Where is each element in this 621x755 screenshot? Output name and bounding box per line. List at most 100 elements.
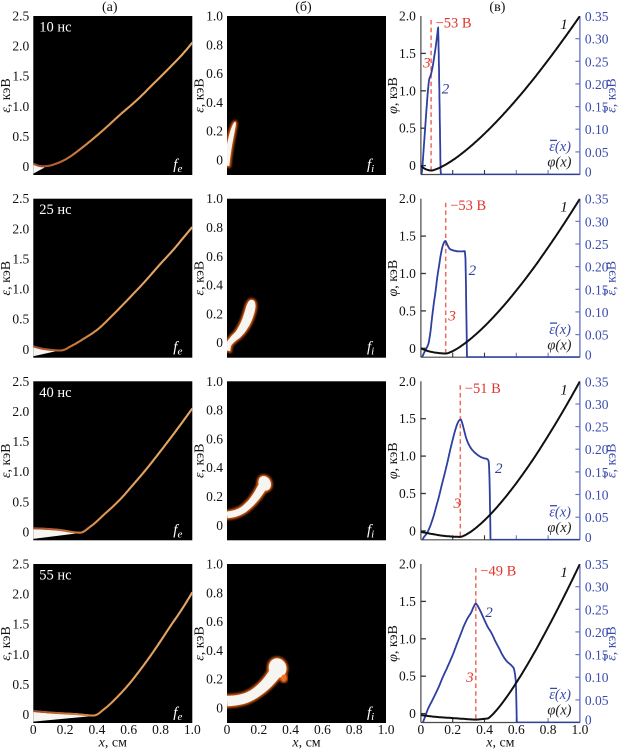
svg-text:0.35: 0.35: [585, 192, 609, 207]
svg-text:ε(x): ε(x): [549, 322, 571, 338]
svg-text:0.4: 0.4: [476, 722, 493, 737]
svg-text:1.0: 1.0: [206, 557, 223, 572]
svg-text:2.0: 2.0: [399, 191, 416, 206]
svg-text:3: 3: [447, 308, 456, 324]
svg-text:0.2: 0.2: [206, 306, 223, 321]
svg-text:1: 1: [560, 200, 568, 216]
svg-text:0.15: 0.15: [585, 648, 609, 663]
svg-text:0.05: 0.05: [585, 693, 609, 708]
svg-text:0.25: 0.25: [585, 54, 609, 69]
svg-text:0.8: 0.8: [206, 220, 223, 235]
svg-text:fi: fi: [367, 522, 374, 540]
svg-text:(в): (в): [489, 0, 505, 15]
svg-text:2.0: 2.0: [12, 404, 29, 419]
svg-text:fe: fe: [173, 522, 182, 540]
svg-text:0: 0: [585, 347, 592, 362]
svg-text:1: 1: [560, 382, 568, 398]
svg-text:φ(x): φ(x): [547, 155, 571, 171]
svg-text:ε, кэВ: ε, кэВ: [0, 626, 14, 661]
svg-text:1.0: 1.0: [206, 9, 223, 24]
svg-text:0.8: 0.8: [346, 722, 363, 737]
svg-text:fi: fi: [367, 157, 374, 175]
svg-text:0.10: 0.10: [585, 488, 609, 503]
svg-text:0.10: 0.10: [585, 305, 609, 320]
svg-text:0.35: 0.35: [585, 557, 609, 572]
svg-text:ε, кэВ: ε, кэВ: [193, 626, 208, 661]
svg-text:2.0: 2.0: [399, 374, 416, 389]
svg-text:0.05: 0.05: [585, 510, 609, 525]
svg-text:0.5: 0.5: [12, 677, 29, 692]
svg-text:0: 0: [585, 165, 592, 180]
svg-text:1.5: 1.5: [399, 229, 416, 244]
svg-text:0.6: 0.6: [206, 249, 223, 264]
svg-text:3: 3: [452, 496, 461, 512]
svg-text:0.20: 0.20: [585, 442, 609, 457]
svg-text:2.5: 2.5: [12, 191, 29, 206]
svg-text:0: 0: [216, 518, 223, 533]
svg-text:fe: fe: [173, 157, 182, 175]
svg-text:2.5: 2.5: [12, 9, 29, 24]
svg-text:1: 1: [560, 17, 568, 33]
svg-text:0.2: 0.2: [57, 722, 74, 737]
svg-text:0: 0: [23, 707, 30, 722]
svg-text:55 нс: 55 нс: [39, 568, 71, 584]
svg-text:0.4: 0.4: [206, 460, 223, 475]
svg-text:ε(x): ε(x): [549, 687, 571, 703]
svg-text:1.0: 1.0: [12, 464, 29, 479]
svg-text:2.5: 2.5: [12, 374, 29, 389]
svg-text:−49 В: −49 В: [480, 564, 516, 580]
svg-text:25 нс: 25 нс: [39, 202, 71, 218]
svg-text:φ, кэВ: φ, кэВ: [386, 260, 401, 297]
svg-text:0: 0: [30, 722, 37, 737]
svg-text:0: 0: [23, 524, 30, 539]
svg-text:0.10: 0.10: [585, 122, 609, 137]
svg-text:φ(x): φ(x): [547, 703, 571, 719]
svg-text:1: 1: [560, 565, 568, 581]
svg-text:2.5: 2.5: [12, 557, 29, 572]
svg-text:x, см: x, см: [485, 736, 514, 751]
svg-text:−51 В: −51 В: [465, 381, 501, 397]
svg-text:0.5: 0.5: [12, 312, 29, 327]
svg-text:0.20: 0.20: [585, 260, 609, 275]
svg-text:ε, кэВ: ε, кэВ: [0, 444, 14, 479]
svg-text:x, см: x, см: [291, 736, 320, 751]
svg-text:ε, кэВ: ε, кэВ: [605, 78, 620, 113]
svg-text:0.2: 0.2: [206, 489, 223, 504]
svg-text:0.4: 0.4: [206, 95, 223, 110]
svg-text:0.6: 0.6: [206, 66, 223, 81]
svg-text:0.5: 0.5: [12, 129, 29, 144]
svg-text:0.5: 0.5: [399, 486, 416, 501]
svg-text:0.25: 0.25: [585, 420, 609, 435]
svg-text:(б): (б): [295, 0, 312, 15]
svg-text:ε, кэВ: ε, кэВ: [193, 261, 208, 296]
svg-text:1.5: 1.5: [12, 251, 29, 266]
svg-text:ε, кэВ: ε, кэВ: [0, 261, 14, 296]
svg-text:1.5: 1.5: [399, 594, 416, 609]
svg-text:0.15: 0.15: [585, 100, 609, 115]
svg-text:fi: fi: [367, 340, 374, 358]
svg-text:0.5: 0.5: [12, 494, 29, 509]
svg-text:φ, кэВ: φ, кэВ: [386, 77, 401, 114]
svg-text:0: 0: [216, 153, 223, 168]
svg-text:φ, кэВ: φ, кэВ: [386, 442, 401, 479]
svg-text:0.8: 0.8: [206, 403, 223, 418]
svg-text:0.6: 0.6: [120, 722, 137, 737]
svg-text:0.6: 0.6: [206, 614, 223, 629]
svg-text:ε, кэВ: ε, кэВ: [605, 444, 620, 479]
svg-text:0.5: 0.5: [399, 303, 416, 318]
svg-text:2: 2: [442, 82, 450, 98]
svg-text:1.5: 1.5: [12, 434, 29, 449]
svg-text:1.0: 1.0: [12, 99, 29, 114]
svg-text:1.5: 1.5: [12, 617, 29, 632]
svg-text:0.30: 0.30: [585, 214, 609, 229]
svg-text:0.8: 0.8: [206, 37, 223, 52]
svg-text:0.2: 0.2: [206, 124, 223, 139]
svg-text:0.30: 0.30: [585, 580, 609, 595]
svg-text:2.0: 2.0: [399, 9, 416, 24]
svg-text:(а): (а): [102, 0, 118, 15]
svg-text:1.0: 1.0: [399, 631, 416, 646]
svg-text:3: 3: [422, 55, 431, 71]
svg-text:ε, кэВ: ε, кэВ: [605, 261, 620, 296]
svg-text:0.10: 0.10: [585, 670, 609, 685]
svg-text:2: 2: [469, 263, 477, 279]
